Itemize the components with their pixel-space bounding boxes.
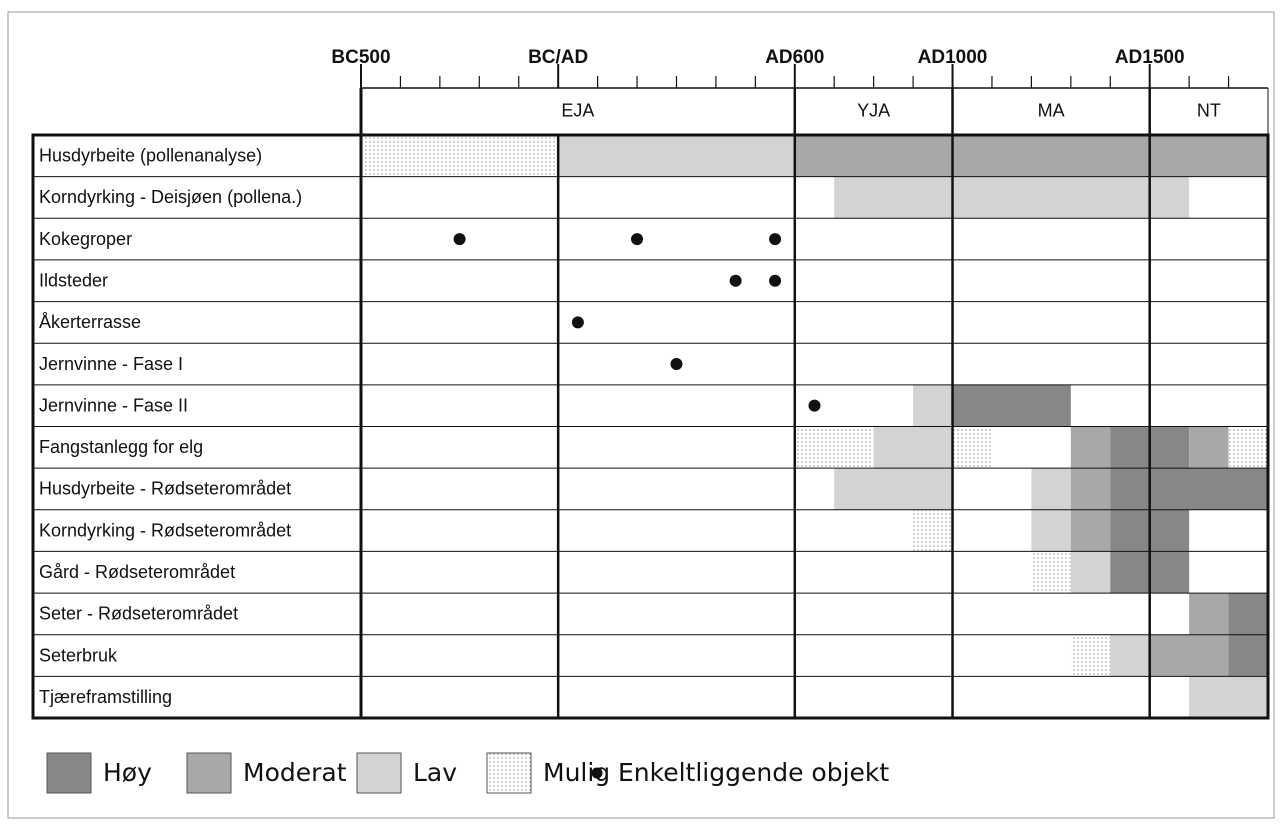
frame — [7, 11, 1275, 819]
segment — [1070, 551, 1111, 594]
period-label: NT — [1197, 100, 1221, 120]
point — [453, 233, 466, 246]
point — [729, 274, 742, 287]
segment — [1110, 468, 1268, 510]
segment — [913, 509, 953, 552]
row-label: Kokegroper — [39, 229, 132, 249]
segment — [913, 384, 953, 427]
row-label: Tjæreframstilling — [39, 687, 172, 707]
row-label: Seter - Rødseterområdet — [39, 604, 238, 624]
row-label: Husdyrbeite - Rødseterområdet — [39, 479, 291, 499]
segment — [834, 176, 1190, 219]
point — [571, 316, 584, 329]
point — [769, 233, 782, 246]
segment — [952, 426, 992, 469]
segment — [952, 384, 1071, 427]
period-label: YJA — [857, 100, 890, 120]
x-tick-label: AD1500 — [1115, 47, 1185, 68]
point — [769, 274, 782, 287]
row-label: Husdyrbeite (pollenanalyse) — [39, 146, 262, 166]
segment — [558, 135, 795, 177]
segment — [1070, 426, 1111, 469]
row-label: Ildsteder — [39, 271, 108, 291]
segment — [1228, 426, 1268, 469]
segment — [1031, 468, 1071, 510]
legend-label: Lav — [413, 758, 457, 787]
row-label: Jernvinne - Fase II — [39, 395, 188, 415]
table-border — [31, 133, 1270, 720]
segment — [794, 135, 1268, 177]
row-label: Jernvinne - Fase I — [39, 354, 183, 374]
legend-swatch — [486, 752, 532, 794]
x-tick-label: BC500 — [331, 47, 390, 68]
point — [670, 358, 683, 371]
segment — [834, 468, 953, 510]
row-label: Fangstanlegg for elg — [39, 437, 203, 457]
segment — [1070, 509, 1111, 552]
segment — [1070, 468, 1111, 510]
row-label: Åkerterrasse — [39, 312, 141, 332]
row-label: Korndyrking - Rødseterområdet — [39, 520, 291, 540]
segment — [1031, 551, 1071, 594]
x-tick-label: AD1000 — [918, 47, 988, 68]
x-tick-label: BC/AD — [528, 47, 588, 68]
period-label: MA — [1038, 100, 1065, 120]
segment — [1228, 634, 1268, 677]
point — [631, 233, 644, 246]
row-label: Gård - Rødseterområdet — [39, 562, 235, 582]
segment — [1149, 634, 1229, 677]
segment — [873, 426, 953, 469]
legend-swatch — [46, 752, 92, 794]
period-label: EJA — [561, 100, 594, 120]
segment — [794, 426, 874, 469]
segment — [1228, 593, 1268, 635]
legend-dot — [591, 767, 603, 779]
legend-label: Høy — [103, 758, 152, 787]
segment — [1189, 593, 1229, 635]
row-label: Korndyrking - Deisjøen (pollena.) — [39, 187, 302, 207]
legend-label: Moderat — [243, 758, 347, 787]
segment — [1110, 634, 1150, 677]
segment — [1189, 426, 1229, 469]
legend-swatch — [186, 752, 232, 794]
legend-swatch — [356, 752, 402, 794]
segment — [1031, 509, 1071, 552]
row-label: Seterbruk — [39, 645, 118, 665]
point — [808, 399, 821, 412]
x-tick-label: AD600 — [765, 47, 824, 68]
segment — [1070, 634, 1111, 677]
legend-label: Enkeltliggende objekt — [618, 758, 889, 787]
segment — [361, 135, 559, 177]
segment — [1189, 676, 1268, 718]
